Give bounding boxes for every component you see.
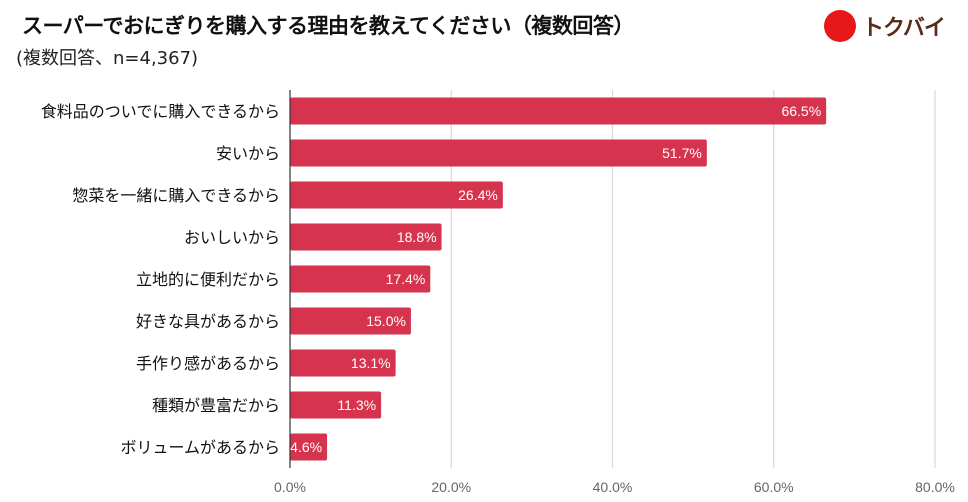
logo-text: トクバイ: [862, 16, 946, 41]
chart-title: スーパーでおにぎりを購入する理由を教えてください（複数回答）: [22, 14, 634, 38]
tokubai-logo: トクバイ: [824, 10, 946, 42]
data-label: 26.4%: [458, 187, 498, 203]
bar: [290, 391, 382, 419]
category-label: 手作り感があるから: [136, 354, 280, 373]
bar: [290, 433, 328, 461]
category-label: 安いから: [216, 144, 280, 163]
x-tick-label: 80.0%: [915, 479, 955, 495]
x-tick-label: 0.0%: [274, 479, 306, 495]
bar: [290, 223, 442, 251]
bar: [290, 349, 396, 377]
category-label: 立地的に便利だから: [136, 270, 280, 289]
data-label: 18.8%: [397, 229, 437, 245]
bar: [290, 307, 411, 335]
category-label: 種類が豊富だから: [152, 396, 280, 415]
data-label: 17.4%: [386, 271, 426, 287]
category-label: 惣菜を一緒に購入できるから: [72, 186, 280, 205]
bar: [290, 265, 431, 293]
category-label: ボリュームがあるから: [120, 438, 280, 457]
bar: [290, 139, 707, 167]
data-label: 11.3%: [337, 397, 376, 413]
data-label: 66.5%: [781, 103, 821, 119]
logo-mark-icon: [824, 10, 856, 42]
category-label: 好きな具があるから: [136, 312, 280, 331]
category-label: おいしいから: [184, 228, 280, 247]
bar: [290, 181, 503, 209]
category-label: 食料品のついでに購入できるから: [41, 102, 280, 121]
data-label: 51.7%: [662, 145, 702, 161]
bar: [290, 97, 827, 125]
data-label: 4.6%: [290, 439, 322, 455]
x-tick-label: 60.0%: [754, 479, 794, 495]
data-label: 13.1%: [351, 355, 391, 371]
data-label: 15.0%: [366, 313, 406, 329]
x-tick-label: 40.0%: [593, 479, 633, 495]
x-tick-label: 20.0%: [431, 479, 471, 495]
chart-subtitle: (複数回答、n=4,367): [16, 48, 199, 69]
